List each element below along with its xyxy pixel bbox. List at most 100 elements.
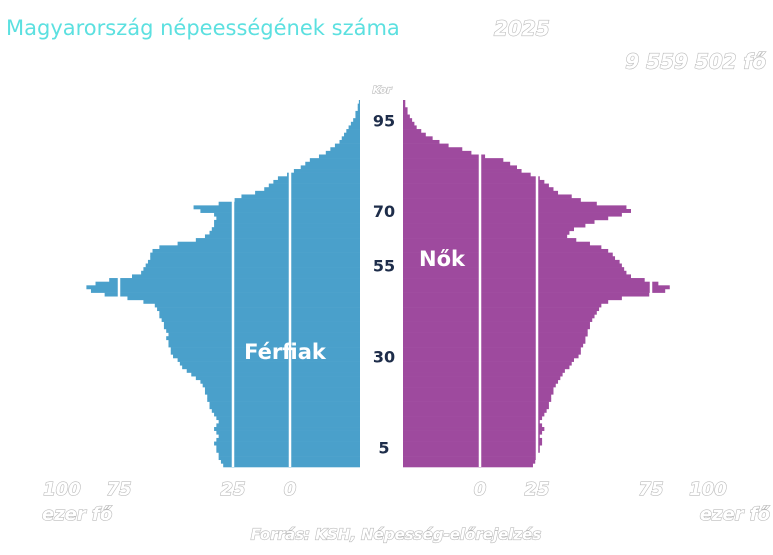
- bar: [216, 437, 360, 442]
- bar: [403, 223, 586, 228]
- bar: [403, 281, 659, 286]
- bar: [214, 441, 360, 446]
- bar: [357, 107, 360, 112]
- bar: [403, 445, 540, 450]
- bar: [339, 139, 360, 144]
- bar: [403, 448, 540, 453]
- x-unit-right: ezer fő: [700, 504, 770, 525]
- bar: [403, 463, 533, 468]
- bar: [325, 150, 360, 155]
- bar: [287, 172, 360, 177]
- bar: [403, 187, 554, 192]
- bar: [403, 296, 622, 301]
- bar: [214, 223, 360, 228]
- bar: [403, 437, 543, 442]
- bar: [209, 230, 360, 235]
- bar: [204, 234, 360, 239]
- bar: [403, 328, 588, 333]
- bar: [403, 397, 552, 402]
- bar: [403, 452, 538, 457]
- bar: [193, 205, 360, 210]
- bars: [86, 100, 670, 468]
- bar: [173, 354, 360, 359]
- bar: [300, 165, 360, 170]
- bar: [403, 270, 627, 275]
- bar: [403, 241, 590, 246]
- bar: [403, 274, 631, 279]
- bar: [403, 347, 581, 352]
- bar: [152, 248, 360, 253]
- bar: [403, 118, 413, 123]
- bar: [318, 154, 360, 159]
- bar: [403, 325, 590, 330]
- bar: [330, 147, 360, 152]
- bar: [403, 387, 554, 391]
- bar: [159, 314, 360, 319]
- bar: [207, 397, 360, 402]
- bar: [403, 263, 622, 268]
- bar: [403, 110, 408, 115]
- bar: [403, 176, 540, 181]
- bar: [186, 368, 360, 373]
- bar: [403, 423, 543, 428]
- bar: [403, 419, 540, 424]
- bar: [403, 194, 572, 199]
- bar: [216, 423, 360, 428]
- bar: [403, 303, 602, 308]
- bar: [216, 430, 360, 435]
- bar: [403, 408, 547, 413]
- bar: [86, 285, 361, 290]
- bar: [403, 114, 410, 119]
- bar: [403, 121, 415, 126]
- bar: [157, 307, 360, 312]
- legend-label: Férfiak: [244, 340, 327, 364]
- bar: [154, 303, 360, 308]
- y-axis-label: Kor: [372, 85, 392, 96]
- bar: [403, 136, 433, 141]
- bar: [127, 296, 360, 301]
- bar: [309, 158, 360, 163]
- bar: [403, 456, 538, 461]
- bar: [403, 230, 570, 235]
- bar: [403, 205, 627, 210]
- bar: [403, 365, 570, 370]
- bar: [90, 288, 361, 293]
- bar: [403, 401, 549, 406]
- bar: [403, 248, 609, 253]
- bar: [214, 412, 360, 417]
- bar: [216, 216, 360, 221]
- bar: [150, 252, 360, 257]
- bar: [216, 416, 360, 421]
- bar: [334, 143, 360, 148]
- bar: [293, 169, 360, 173]
- bar: [350, 121, 360, 126]
- bar: [403, 314, 595, 319]
- bar: [358, 100, 360, 104]
- bar: [273, 179, 360, 184]
- bar: [223, 463, 360, 468]
- bar: [353, 118, 360, 123]
- bar: [403, 434, 540, 439]
- bar: [403, 238, 577, 243]
- bar: [403, 198, 581, 203]
- x-tick-label: 75: [106, 479, 131, 500]
- y-tick-label: 55: [373, 257, 395, 276]
- bar: [403, 100, 406, 104]
- bar: [403, 267, 625, 272]
- bar: [403, 427, 545, 431]
- bar: [403, 107, 408, 112]
- bar: [403, 158, 504, 163]
- bar: [216, 448, 360, 453]
- x-unit-left: ezer fő: [42, 504, 112, 525]
- total: 9 559 502 fő: [625, 50, 766, 74]
- bar: [95, 281, 361, 286]
- bar: [211, 408, 360, 413]
- bar: [241, 194, 360, 199]
- bar: [277, 176, 360, 181]
- bar: [264, 187, 360, 192]
- x-tick-label: 25: [524, 479, 549, 500]
- bar: [150, 256, 360, 261]
- bar: [195, 238, 360, 243]
- bar: [355, 114, 360, 119]
- bar: [403, 343, 584, 348]
